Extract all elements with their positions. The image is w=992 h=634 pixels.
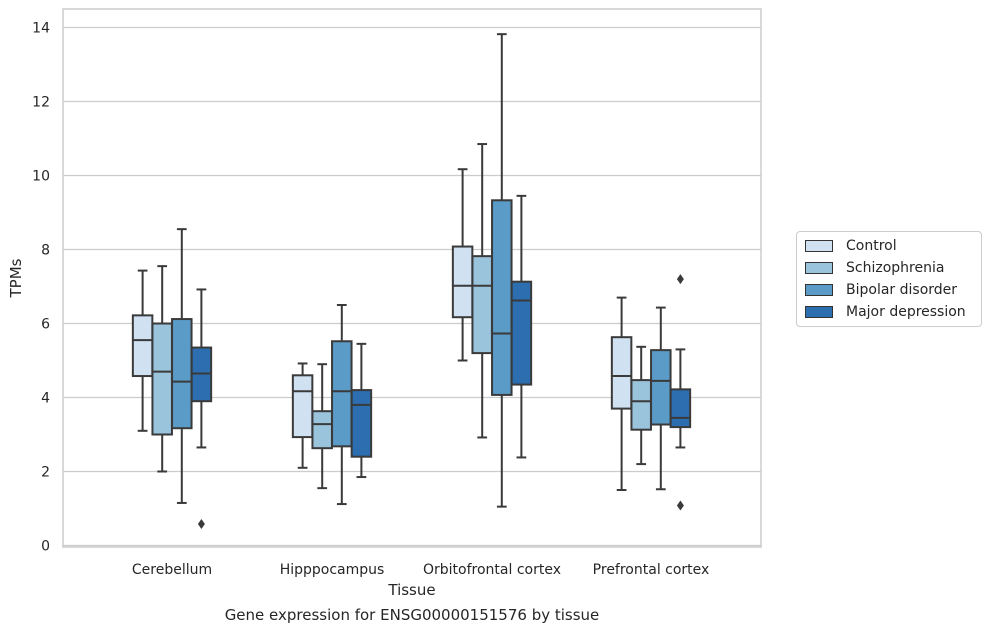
box-iqr <box>650 349 672 426</box>
box-iqr <box>669 388 692 429</box>
x-tick-label: Hipppocampus <box>280 562 385 578</box>
box-iqr <box>630 379 652 431</box>
box-2-1 <box>471 143 493 439</box>
outlier-marker <box>676 274 684 285</box>
box-iqr <box>291 374 314 439</box>
box-iqr <box>510 280 533 386</box>
box-2-2 <box>491 33 513 508</box>
legend-swatch-bipolar-disorder <box>805 284 833 296</box>
legend-item-major-depression: Major depression <box>805 303 966 321</box>
plot-frame <box>62 8 762 548</box>
x-tick-labels: Cerebellum Hipppocampus Orbitofrontal cort… <box>132 562 709 578</box>
x-tick-label: Orbitofrontal cortex <box>423 562 561 578</box>
legend-swatch-schizophrenia <box>805 262 833 274</box>
box-3-0 <box>610 296 633 491</box>
y-tick-labels: 0 2 4 6 8 10 12 14 <box>32 21 50 555</box>
outlier-marker <box>197 519 205 530</box>
box-3-3 <box>669 274 692 511</box>
box-iqr <box>171 318 193 430</box>
legend-item-bipolar-disorder: Bipolar disorder <box>805 281 957 299</box>
x-axis-label: Tissue <box>387 581 435 599</box>
outlier-marker <box>676 500 684 511</box>
box-iqr <box>471 255 493 355</box>
x-tick-label: Cerebellum <box>132 562 212 578</box>
box-iqr <box>610 336 633 410</box>
box-3-1 <box>630 345 652 466</box>
box-1-0 <box>291 362 314 469</box>
y-tick-label: 0 <box>41 539 50 555</box>
legend-label-bipolar-disorder: Bipolar disorder <box>846 282 958 298</box>
box-1-3 <box>350 342 373 479</box>
legend-swatch-major-depression <box>805 306 833 318</box>
legend-label-control: Control <box>846 238 897 254</box>
y-tick-label: 12 <box>32 95 50 111</box>
figure-caption: Gene expression for ENSG00000151576 by t… <box>224 606 600 624</box>
box-3-2 <box>650 306 672 491</box>
legend-item-schizophrenia: Schizophrenia <box>805 259 944 277</box>
box-2-3 <box>510 194 533 459</box>
box-iqr <box>451 245 474 319</box>
box-iqr <box>331 340 353 448</box>
box-iqr <box>151 322 173 436</box>
box-2-0 <box>451 168 474 362</box>
y-tick-label: 10 <box>32 169 50 185</box>
y-tick-label: 8 <box>41 243 50 259</box>
x-tick-label: Prefrontal cortex <box>593 562 710 578</box>
box-iqr <box>491 199 513 396</box>
box-0-3 <box>190 288 213 530</box>
boxes <box>131 33 692 530</box>
y-axis-label: TPMs <box>7 258 25 298</box>
y-tick-label: 14 <box>32 21 50 37</box>
box-0-1 <box>151 265 173 473</box>
legend: Control Schizophrenia Bipolar disorder M… <box>796 231 982 327</box>
box-iqr <box>131 314 154 378</box>
legend-item-control: Control <box>805 237 897 255</box>
y-tick-label: 6 <box>41 317 50 333</box>
y-tick-label: 4 <box>41 391 50 407</box>
box-1-1 <box>311 363 333 490</box>
box-0-0 <box>131 269 154 432</box>
box-iqr <box>311 410 333 450</box>
box-1-2 <box>331 304 353 506</box>
y-tick-label: 2 <box>41 465 50 481</box>
box-iqr <box>350 389 373 458</box>
legend-label-schizophrenia: Schizophrenia <box>846 260 945 276</box>
legend-label-major-depression: Major depression <box>846 304 966 320</box>
gridlines <box>63 26 761 547</box>
legend-swatch-control <box>805 240 833 252</box>
box-0-2 <box>171 228 193 504</box>
